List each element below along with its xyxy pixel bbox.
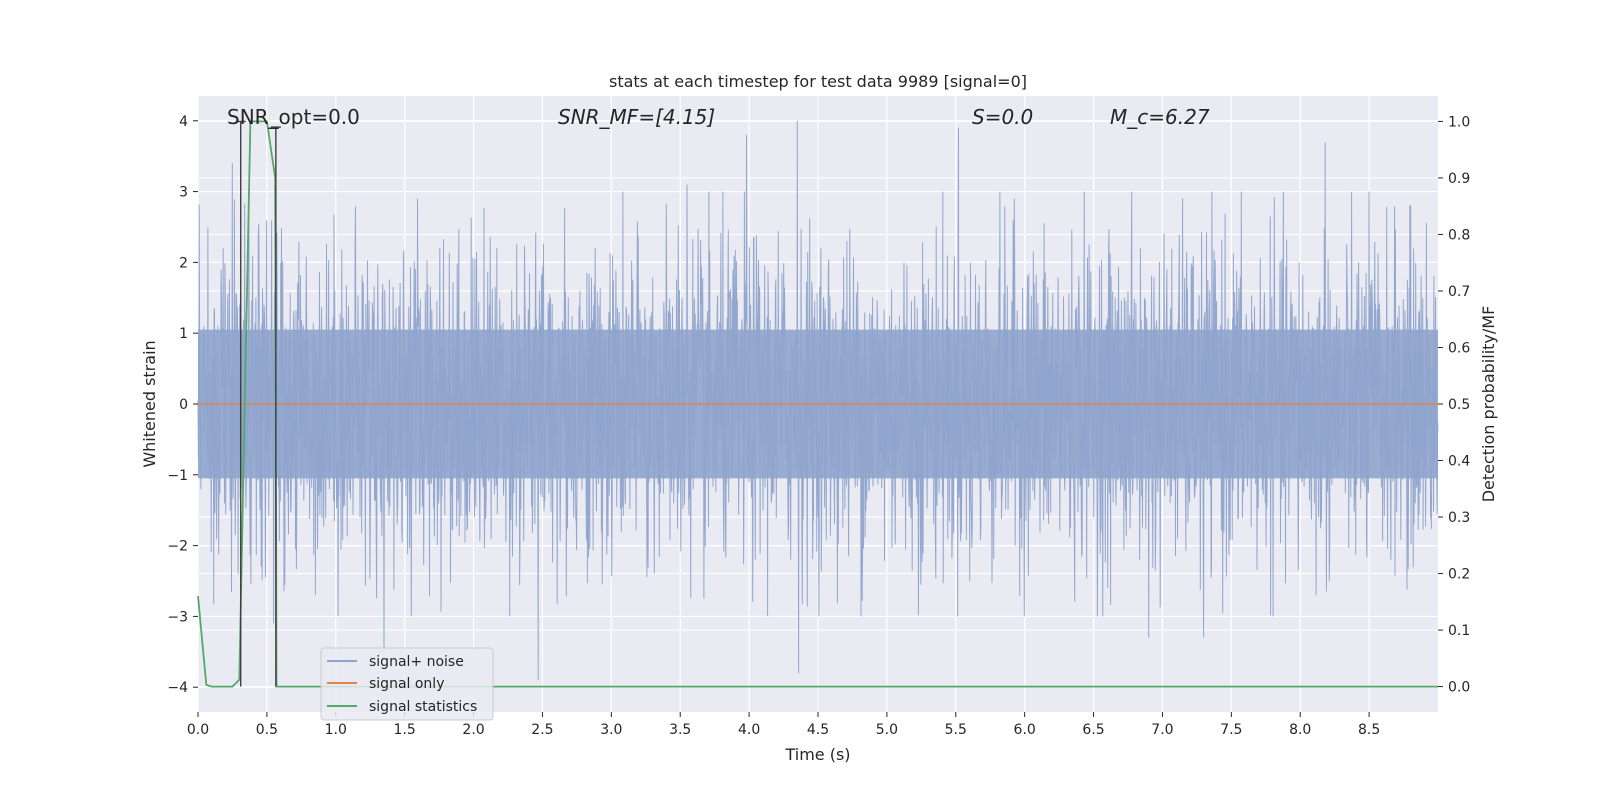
y2-tick-label: 0.5 <box>1448 397 1470 413</box>
x-tick-label: 0.5 <box>256 722 278 738</box>
annotation-mc: M_c=6.27 <box>1110 105 1210 129</box>
y2-tick-label: 0.6 <box>1448 340 1470 356</box>
y2-tick-label: 0.3 <box>1448 510 1470 526</box>
x-tick-label: 8.0 <box>1289 722 1311 738</box>
y-axis-ticks: −4 −3 −2 −1 0 1 2 3 4 <box>167 114 198 696</box>
y-tick-label: 4 <box>179 114 188 130</box>
y2-axis-ticks: 0.0 0.1 0.2 0.3 0.4 0.5 0.6 0.7 0.8 0.9 1.0 <box>1438 114 1470 696</box>
y2-tick-label: 0.8 <box>1448 227 1470 243</box>
x-tick-label: 7.5 <box>1220 722 1242 738</box>
x-tick-label: 4.5 <box>807 722 829 738</box>
y-tick-label: 2 <box>179 255 188 271</box>
x-tick-label: 4.0 <box>738 722 760 738</box>
markers <box>235 120 281 687</box>
y2-tick-label: 1.0 <box>1448 114 1470 130</box>
y-tick-label: −4 <box>167 680 188 696</box>
x-tick-label: 1.5 <box>394 722 416 738</box>
legend-label-signal-only: signal only <box>369 676 444 692</box>
x-tick-label: 3.0 <box>600 722 622 738</box>
y-axis-label: Whitened strain <box>140 340 159 467</box>
y2-tick-label: 0.2 <box>1448 567 1470 583</box>
annotation-s: S=0.0 <box>972 105 1033 129</box>
x-tick-label: 6.0 <box>1014 722 1036 738</box>
y2-tick-label: 0.7 <box>1448 284 1470 300</box>
x-tick-label: 1.0 <box>325 722 347 738</box>
legend-box <box>320 647 494 721</box>
x-tick-label: 5.5 <box>945 722 967 738</box>
y-tick-label: 0 <box>179 397 188 413</box>
y-tick-label: 3 <box>179 185 188 201</box>
y-tick-label: 1 <box>179 326 188 342</box>
y-tick-label: −2 <box>167 539 188 555</box>
y2-tick-label: 0.4 <box>1448 454 1470 470</box>
x-tick-label: 2.5 <box>531 722 553 738</box>
x-axis-ticks: 0.0 0.5 1.0 1.5 2.0 2.5 3.0 3.5 4.0 4.5 5.0 5.5 6.0 6… <box>187 712 1380 738</box>
x-tick-label: 2.0 <box>462 722 484 738</box>
series-lines <box>197 120 1438 688</box>
x-axis-label: Time (s) <box>784 745 850 764</box>
x-tick-label: 8.5 <box>1358 722 1380 738</box>
annotation-snr-mf: SNR_MF=[4.15] <box>558 105 715 129</box>
series-line-signal-statistics <box>197 120 1438 688</box>
x-tick-label: 5.0 <box>876 722 898 738</box>
x-tick-label: 7.0 <box>1151 722 1173 738</box>
legend-label-signal-statistics: signal statistics <box>369 699 477 715</box>
x-tick-label: 0.0 <box>187 722 209 738</box>
y2-tick-label: 0.0 <box>1448 680 1470 696</box>
y-tick-label: −1 <box>167 468 188 484</box>
legend: signal+ noise signal only signal statist… <box>320 647 494 721</box>
y2-tick-label: 0.1 <box>1448 623 1470 639</box>
y2-tick-label: 0.9 <box>1448 171 1470 187</box>
annotation-snr-opt: SNR_opt=0.0 <box>227 105 360 129</box>
x-tick-label: 3.5 <box>669 722 691 738</box>
y2-axis-label: Detection probability/MF <box>1479 306 1498 503</box>
chart-title: stats at each timestep for test data 998… <box>609 72 1027 91</box>
x-tick-label: 6.5 <box>1082 722 1104 738</box>
legend-label-signal-noise: signal+ noise <box>369 654 464 670</box>
y-tick-label: −3 <box>167 609 188 625</box>
